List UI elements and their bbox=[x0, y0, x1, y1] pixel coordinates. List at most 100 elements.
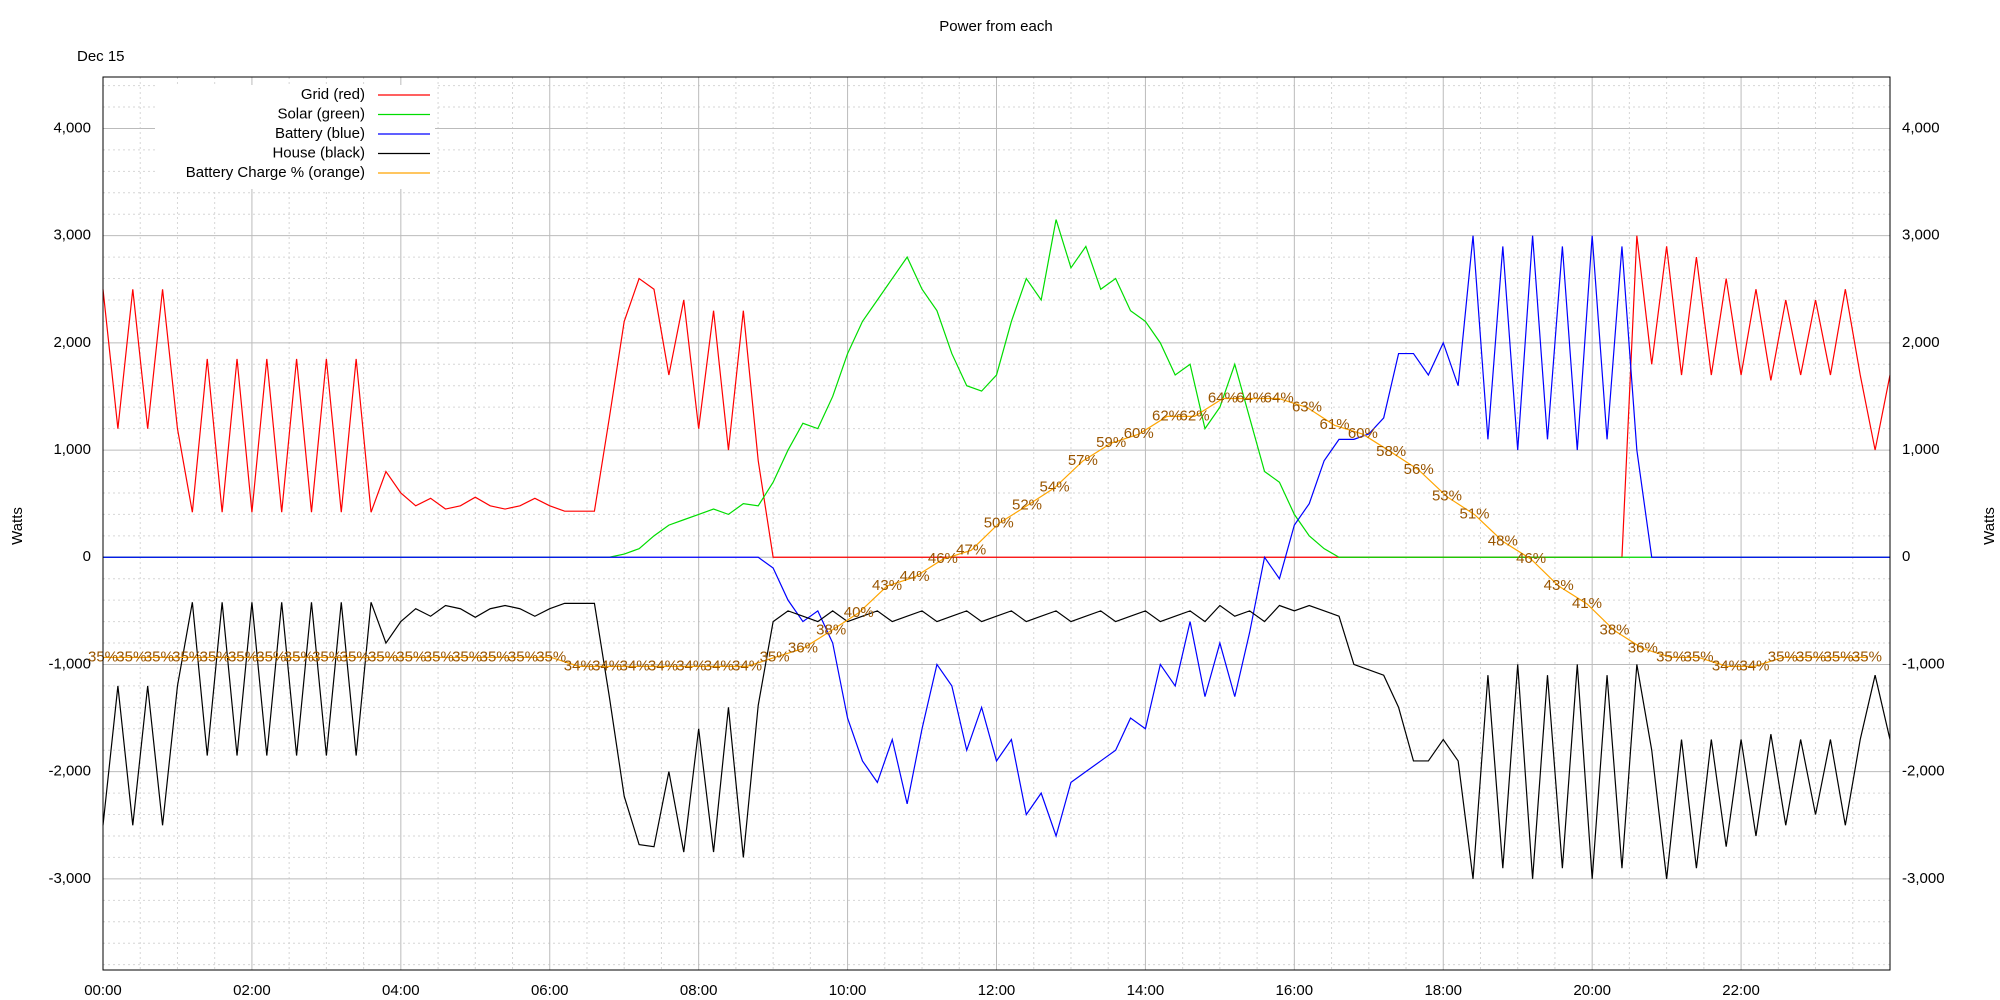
series-line bbox=[103, 397, 1867, 667]
data-label: 35% bbox=[396, 648, 426, 665]
x-tick-label: 00:00 bbox=[84, 982, 122, 999]
data-label: 36% bbox=[788, 639, 818, 656]
data-label: 47% bbox=[956, 541, 986, 558]
data-label: 35% bbox=[200, 648, 230, 665]
y2-tick-label: 4,000 bbox=[1902, 119, 1940, 136]
y2-tick-label: 0 bbox=[1902, 548, 1910, 565]
data-label: 57% bbox=[1068, 452, 1098, 469]
data-label: 35% bbox=[1796, 648, 1826, 665]
y2-tick-label: -1,000 bbox=[1902, 655, 1945, 672]
y2-tick-label: -3,000 bbox=[1902, 870, 1945, 887]
data-label: 40% bbox=[844, 604, 874, 621]
y-tick-label: 3,000 bbox=[53, 227, 91, 244]
data-label: 63% bbox=[1292, 398, 1322, 415]
legend-label: Battery (blue) bbox=[275, 125, 365, 142]
data-label: 34% bbox=[620, 657, 650, 674]
y-tick-label: -2,000 bbox=[48, 763, 91, 780]
x-tick-label: 12:00 bbox=[978, 982, 1016, 999]
data-label: 35% bbox=[1656, 648, 1686, 665]
data-label: 35% bbox=[1684, 648, 1714, 665]
y2-tick-label: -2,000 bbox=[1902, 763, 1945, 780]
legend-background bbox=[155, 85, 435, 189]
data-label: 54% bbox=[1040, 479, 1070, 496]
data-label: 35% bbox=[452, 648, 482, 665]
data-label: 35% bbox=[172, 648, 202, 665]
data-label: 62% bbox=[1152, 407, 1182, 424]
x-tick-label: 18:00 bbox=[1424, 982, 1462, 999]
data-label: 34% bbox=[564, 657, 594, 674]
data-label: 46% bbox=[1516, 550, 1546, 567]
series-line bbox=[102, 602, 1891, 879]
data-label: 38% bbox=[1599, 622, 1629, 639]
y2-tick-label: 3,000 bbox=[1902, 227, 1940, 244]
data-label: 41% bbox=[1572, 595, 1602, 612]
x-tick-label: 04:00 bbox=[382, 982, 420, 999]
data-label: 34% bbox=[648, 657, 678, 674]
y-tick-label: 0 bbox=[83, 548, 91, 565]
data-label: 43% bbox=[872, 577, 902, 594]
data-label: 34% bbox=[732, 657, 762, 674]
data-label: 64% bbox=[1264, 389, 1294, 406]
data-label: 50% bbox=[984, 514, 1014, 531]
legend-label: Solar (green) bbox=[277, 105, 365, 122]
x-tick-label: 22:00 bbox=[1722, 982, 1760, 999]
y2-tick-label: 1,000 bbox=[1902, 441, 1940, 458]
data-label: 34% bbox=[1712, 657, 1742, 674]
data-label: 35% bbox=[284, 648, 314, 665]
data-label: 34% bbox=[676, 657, 706, 674]
data-label: 35% bbox=[368, 648, 398, 665]
data-label: 35% bbox=[1824, 648, 1854, 665]
data-label: 34% bbox=[1739, 657, 1769, 674]
data-label: 36% bbox=[1628, 639, 1658, 656]
data-label: 64% bbox=[1208, 389, 1238, 406]
data-label: 64% bbox=[1236, 389, 1266, 406]
data-label: 60% bbox=[1348, 425, 1378, 442]
data-label: 35% bbox=[228, 648, 258, 665]
data-label: 48% bbox=[1488, 532, 1518, 549]
data-label: 35% bbox=[760, 648, 790, 665]
data-label: 35% bbox=[1852, 648, 1882, 665]
data-label: 35% bbox=[508, 648, 538, 665]
y-tick-label: -3,000 bbox=[48, 870, 91, 887]
data-label: 44% bbox=[900, 568, 930, 585]
data-label: 62% bbox=[1180, 407, 1210, 424]
chart-title: Power from each bbox=[939, 18, 1052, 35]
x-tick-label: 02:00 bbox=[233, 982, 271, 999]
y-axis-label: Watts bbox=[9, 507, 26, 545]
y-tick-label: 4,000 bbox=[53, 119, 91, 136]
data-label: 35% bbox=[480, 648, 510, 665]
data-label: 35% bbox=[256, 648, 286, 665]
data-label: 35% bbox=[312, 648, 342, 665]
data-label: 34% bbox=[704, 657, 734, 674]
y-tick-label: 2,000 bbox=[53, 334, 91, 351]
data-label: 60% bbox=[1124, 425, 1154, 442]
data-label: 58% bbox=[1376, 443, 1406, 460]
series-line bbox=[103, 235, 1890, 839]
data-label: 59% bbox=[1096, 434, 1126, 451]
data-label: 46% bbox=[928, 550, 958, 567]
data-label: 38% bbox=[816, 622, 846, 639]
data-label: 35% bbox=[144, 648, 174, 665]
data-label: 34% bbox=[592, 657, 622, 674]
plot-border bbox=[102, 76, 1891, 971]
data-label: 35% bbox=[340, 648, 370, 665]
x-tick-label: 08:00 bbox=[680, 982, 718, 999]
legend-label: Grid (red) bbox=[301, 86, 365, 103]
data-label: 56% bbox=[1404, 461, 1434, 478]
data-label: 53% bbox=[1432, 488, 1462, 505]
data-label: 51% bbox=[1460, 506, 1490, 523]
x-tick-label: 14:00 bbox=[1127, 982, 1165, 999]
date-label: Dec 15 bbox=[77, 48, 125, 65]
data-label: 35% bbox=[536, 648, 566, 665]
legend-label: House (black) bbox=[272, 144, 365, 161]
y2-tick-label: 2,000 bbox=[1902, 334, 1940, 351]
x-tick-label: 06:00 bbox=[531, 982, 569, 999]
data-label: 52% bbox=[1012, 497, 1042, 514]
x-tick-label: 16:00 bbox=[1276, 982, 1314, 999]
y2-axis-label: Watts bbox=[1981, 507, 1998, 545]
data-label: 43% bbox=[1544, 577, 1574, 594]
data-label: 35% bbox=[424, 648, 454, 665]
x-tick-label: 10:00 bbox=[829, 982, 867, 999]
x-tick-label: 20:00 bbox=[1573, 982, 1611, 999]
